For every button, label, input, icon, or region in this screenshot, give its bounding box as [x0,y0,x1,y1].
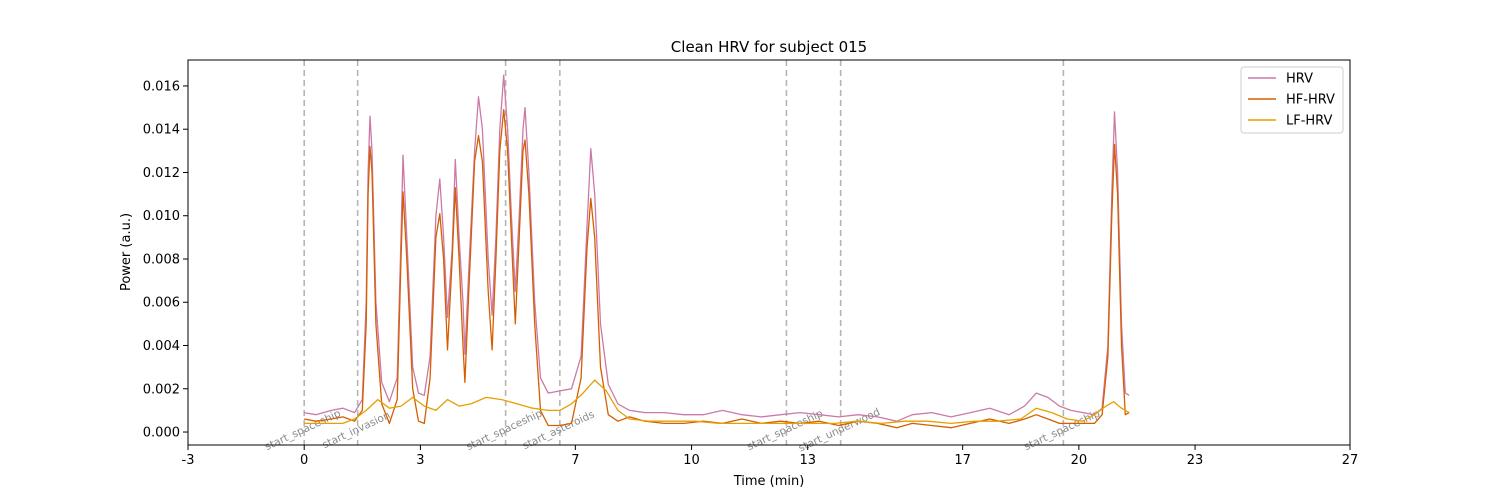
x-tick-label: 20 [1071,453,1088,468]
y-tick-label: 0.000 [143,426,180,441]
y-axis-label: Power (a.u.) [119,213,134,291]
x-axis-label: Time (min) [733,474,805,489]
x-axis-ticks: -3 0 3 7 10 13 17 20 23 27 [182,445,1359,468]
y-tick-label: 0.002 [143,382,180,397]
x-tick-label: 10 [683,453,700,468]
y-tick-label: 0.008 [143,252,180,267]
x-tick-label: 0 [300,453,308,468]
x-tick-label: 17 [954,453,971,468]
legend-label: HRV [1286,72,1313,87]
y-tick-label: 0.004 [143,339,180,354]
plot-frame [187,59,1351,446]
series-lines [304,74,1130,429]
x-tick-label: 27 [1342,453,1359,468]
x-tick-label: 3 [416,453,424,468]
y-tick-label: 0.006 [143,296,180,311]
legend-label: HF-HRV [1286,93,1335,108]
legend-box [1240,66,1344,134]
chart-title: Clean HRV for subject 015 [671,38,867,56]
y-axis-ticks: 0.000 0.002 0.004 0.006 0.008 0.010 0.012 0.014… [143,79,188,441]
series-line-hf-hrv [304,109,1130,429]
y-tick-label: 0.016 [143,79,180,94]
legend: HRV HF-HRV LF-HRV [1240,66,1344,134]
x-tick-label: 13 [799,453,816,468]
y-tick-label: 0.012 [143,166,180,181]
x-tick-label: 23 [1187,453,1204,468]
y-tick-label: 0.014 [143,123,180,138]
legend-label: LF-HRV [1286,114,1333,129]
series-line-lf-hrv [304,379,1130,425]
y-tick-label: 0.010 [143,209,180,224]
x-tick-label: 7 [571,453,579,468]
x-tick-label: -3 [182,453,195,468]
series-line-hrv [304,74,1130,422]
